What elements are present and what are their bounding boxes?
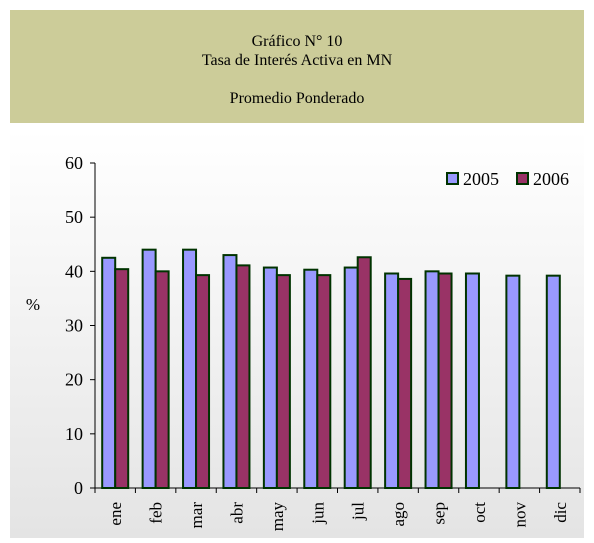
y-tick-label: 10 [65,424,83,444]
bar [464,272,480,489]
bar [397,277,413,489]
bar [545,274,561,489]
chart-title: Gráfico N° 10 [252,33,343,50]
legend-label: 2005 [463,169,499,189]
legend-swatch [516,172,529,185]
y-tick-label: 40 [65,261,83,281]
bar [235,264,251,489]
bar [316,274,332,489]
y-tick-label: 60 [65,153,83,173]
bar [343,266,359,489]
y-axis-label: % [26,295,40,314]
bar [262,266,278,489]
bar [384,272,400,489]
y-tick-label: 50 [65,207,83,227]
plot-background [10,130,584,538]
bar [505,274,521,489]
x-tick-label: jul [349,502,368,521]
bar [101,256,117,489]
x-tick-label: jun [308,502,327,525]
y-tick-label: 30 [65,316,83,336]
x-tick-label: ene [106,502,125,526]
bar [195,274,211,489]
bar [303,268,319,490]
x-tick-label: mar [187,502,206,529]
x-tick-label: abr [227,502,246,524]
bar [222,254,238,489]
bar [356,256,372,489]
bar [182,248,198,489]
bar [114,268,130,489]
header-box [10,10,584,123]
bar [154,270,170,490]
chart-subtitle: Tasa de Interés Activa en MN [202,52,393,69]
bar [424,270,440,490]
x-tick-label: oct [470,502,489,523]
chart-note: Promedio Ponderado [230,90,365,107]
x-tick-label: nov [510,502,529,528]
x-tick-label: ago [389,502,408,527]
bar [141,248,157,489]
x-tick-label: may [268,502,287,532]
x-tick-label: sep [430,502,449,525]
y-tick-label: 0 [74,478,83,498]
legend-swatch [446,172,459,185]
bar [437,272,453,489]
y-tick-label: 20 [65,370,83,390]
legend-label: 2006 [533,169,569,189]
x-tick-label: dic [551,502,570,523]
x-tick-label: feb [147,502,166,524]
bar [275,274,291,489]
